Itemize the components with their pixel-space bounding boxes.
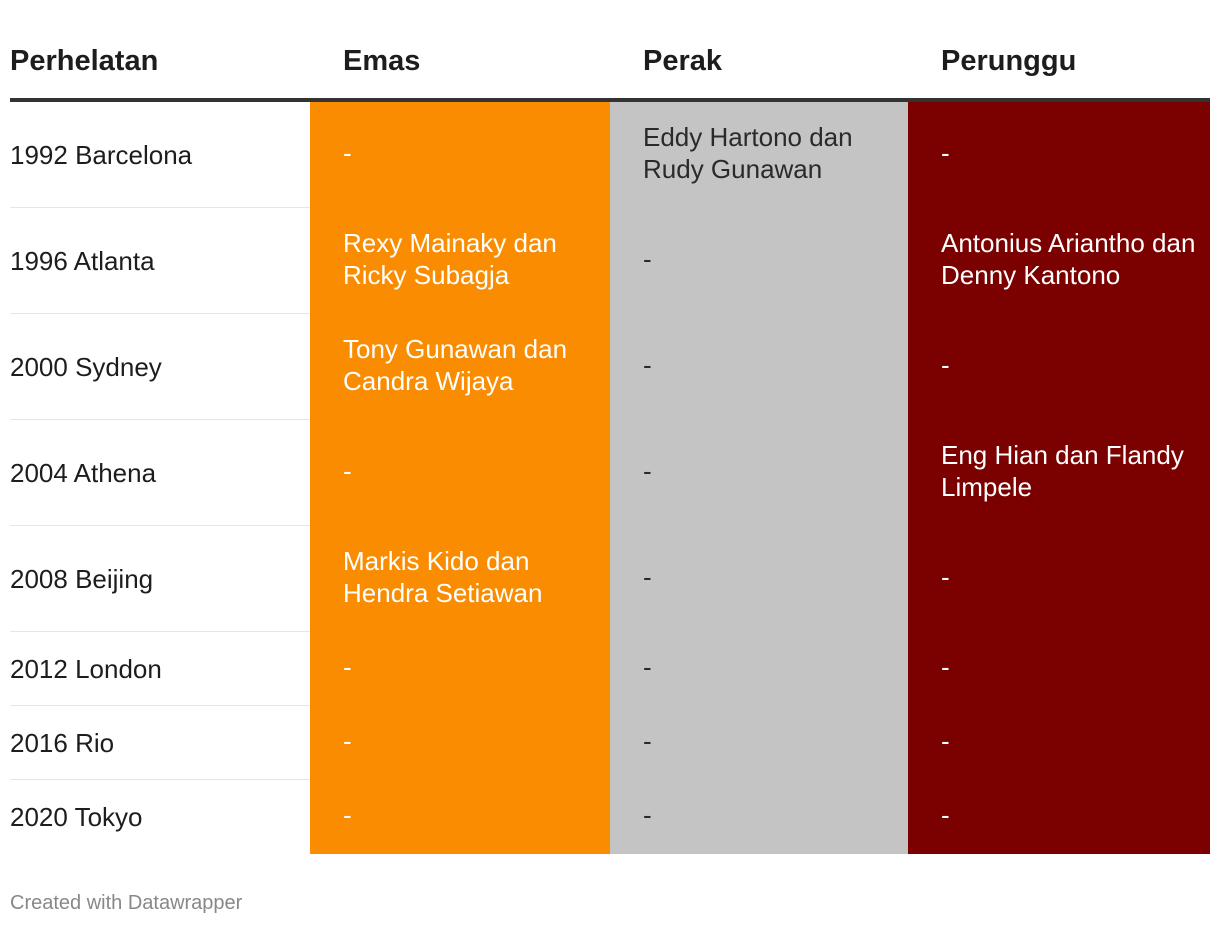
event-cell: 1996 Atlanta xyxy=(10,208,310,314)
gold-cell: - xyxy=(310,632,610,706)
gold-cell: - xyxy=(310,780,610,854)
silver-cell: - xyxy=(610,780,908,854)
header-perhelatan: Perhelatan xyxy=(10,45,159,77)
bronze-cell: - xyxy=(908,780,1210,854)
event-cell: 1992 Barcelona xyxy=(10,102,310,208)
medal-table: Perhelatan Emas Perak Perunggu 1992 Barc… xyxy=(10,0,1210,854)
table-row: 2008 Beijing Markis Kido dan Hendra Seti… xyxy=(10,526,1210,632)
table-row: 1992 Barcelona - Eddy Hartono dan Rudy G… xyxy=(10,102,1210,208)
event-cell: 2020 Tokyo xyxy=(10,802,143,832)
datawrapper-credit: Created with Datawrapper xyxy=(10,892,243,914)
silver-cell: - xyxy=(610,208,908,314)
silver-cell: - xyxy=(610,706,908,780)
event-cell: 2012 London xyxy=(10,632,310,706)
table-row: 2020 Tokyo - - - xyxy=(10,780,1210,854)
bronze-cell: - xyxy=(908,706,1210,780)
event-cell: 2016 Rio xyxy=(10,706,310,780)
event-cell: 2000 Sydney xyxy=(10,314,310,420)
silver-cell: - xyxy=(610,420,908,526)
header-perak: Perak xyxy=(643,45,723,77)
gold-cell: Rexy Mainaky dan Ricky Subagja xyxy=(310,208,610,314)
gold-cell: - xyxy=(310,420,610,526)
bronze-cell: Eng Hian dan Flandy Limpele xyxy=(908,420,1210,526)
event-cell: 2004 Athena xyxy=(10,420,310,526)
event-cell: 2008 Beijing xyxy=(10,526,310,632)
gold-cell: Tony Gunawan dan Candra Wijaya xyxy=(310,314,610,420)
bronze-cell: - xyxy=(908,632,1210,706)
silver-cell: - xyxy=(610,526,908,632)
table-row: 1996 Atlanta Rexy Mainaky dan Ricky Suba… xyxy=(10,208,1210,314)
header-emas: Emas xyxy=(343,45,421,77)
silver-cell: - xyxy=(610,632,908,706)
bronze-cell: - xyxy=(908,526,1210,632)
gold-cell: - xyxy=(310,706,610,780)
header-perunggu: Perunggu xyxy=(941,45,1077,77)
table-row: 2012 London - - - xyxy=(10,632,1210,706)
silver-cell: - xyxy=(610,314,908,420)
table-row: 2004 Athena - - Eng Hian dan Flandy Limp… xyxy=(10,420,1210,526)
gold-cell: Markis Kido dan Hendra Setiawan xyxy=(310,526,610,632)
bronze-cell: - xyxy=(908,314,1210,420)
table-row: 2000 Sydney Tony Gunawan dan Candra Wija… xyxy=(10,314,1210,420)
bronze-cell: - xyxy=(908,102,1210,208)
silver-cell: Eddy Hartono dan Rudy Gunawan xyxy=(610,102,908,208)
table-row: 2016 Rio - - - xyxy=(10,706,1210,780)
bronze-cell: Antonius Ariantho dan Denny Kantono xyxy=(908,208,1210,314)
gold-cell: - xyxy=(310,102,610,208)
table-header: Perhelatan Emas Perak Perunggu xyxy=(10,0,1210,102)
